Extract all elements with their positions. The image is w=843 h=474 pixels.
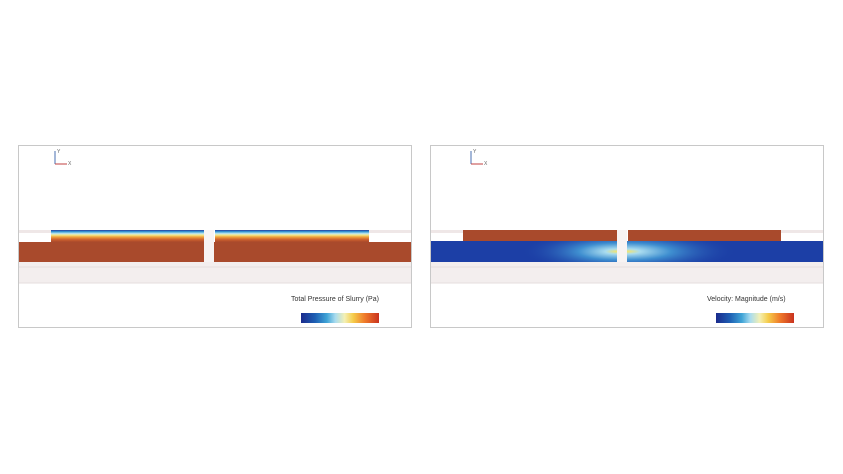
center-gap: [617, 230, 627, 262]
velocity-hotspot-right: [627, 241, 737, 262]
pad-left: [463, 230, 618, 241]
velocity-field-graphic: [431, 230, 823, 284]
pressure-colorbar: [301, 313, 379, 323]
slurry-region-left: [19, 242, 204, 262]
pressure-legend-title: Total Pressure of Slurry (Pa): [291, 296, 379, 303]
velocity-legend-title: Velocity: Magnitude (m/s): [707, 296, 786, 303]
pressure-layer-left: [51, 230, 204, 242]
pressure-plot-panel: Y X Total Pressure of Slurry (Pa): [18, 145, 412, 328]
slurry-region-right: [214, 242, 411, 262]
axis-y-label: Y: [473, 149, 477, 155]
axis-triad-icon: Y X: [470, 149, 488, 167]
axis-y-label: Y: [57, 149, 61, 155]
pad-right: [628, 230, 781, 241]
axis-x-label: X: [484, 161, 488, 167]
axis-triad-icon: Y X: [54, 149, 72, 167]
substrate-band: [19, 261, 411, 283]
pressure-field-graphic: [19, 230, 411, 284]
axis-x-label: X: [68, 161, 72, 167]
velocity-colorbar: [716, 313, 794, 323]
substrate-band: [431, 261, 823, 283]
center-gap: [204, 230, 214, 262]
velocity-plot-panel: Y X Velocity: Magnitude (m/s): [430, 145, 824, 328]
velocity-hotspot-left: [521, 241, 617, 262]
pressure-layer-right: [215, 230, 369, 242]
